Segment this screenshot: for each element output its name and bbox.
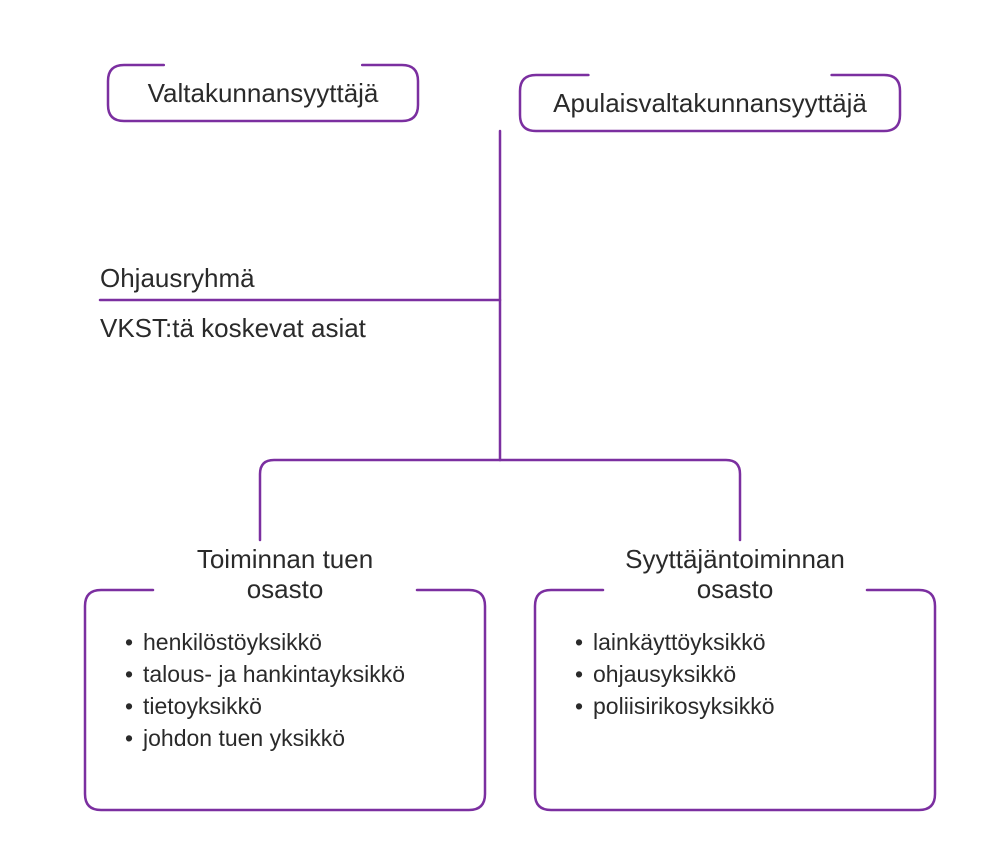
dept-0-bullet-dot-0: • [125,629,133,655]
dept-title-0-line-1: osasto [247,574,324,604]
side-group-title: Ohjausryhmä [100,263,255,293]
dept-1-bullet-1: ohjausyksikkö [593,661,736,687]
side-group-subtitle: VKST:tä koskevat asiat [100,313,367,343]
dept-0-bullet-dot-3: • [125,725,133,751]
top-node-right-label: Apulaisvaltakunnansyyttäjä [553,88,867,118]
branch-left [260,460,500,540]
dept-0-bullet-dot-2: • [125,693,133,719]
dept-title-1-line-1: osasto [697,574,774,604]
dept-title-1-line-0: Syyttäjäntoiminnan [625,544,845,574]
org-chart-svg: Valtakunnansyyttäjä Apulaisvaltakunnansyy… [0,0,1000,867]
dept-0-bullet-3: johdon tuen yksikkö [142,725,345,751]
dept-title-0-line-0: Toiminnan tuen [197,544,373,574]
dept-1-bullet-0: lainkäyttöyksikkö [593,629,766,655]
top-node-left-label: Valtakunnansyyttäjä [148,78,379,108]
dept-0-bullet-1: talous- ja hankintayksikkö [143,661,405,687]
branch-right [500,460,740,540]
dept-0-bullet-2: tietoyksikkö [143,693,262,719]
dept-1-bullet-2: poliisirikosyksikkö [593,693,774,719]
dept-0-bullet-0: henkilöstöyksikkö [143,629,322,655]
dept-1-bullet-dot-2: • [575,693,583,719]
dept-1-bullet-dot-0: • [575,629,583,655]
dept-0-bullet-dot-1: • [125,661,133,687]
dept-1-bullet-dot-1: • [575,661,583,687]
